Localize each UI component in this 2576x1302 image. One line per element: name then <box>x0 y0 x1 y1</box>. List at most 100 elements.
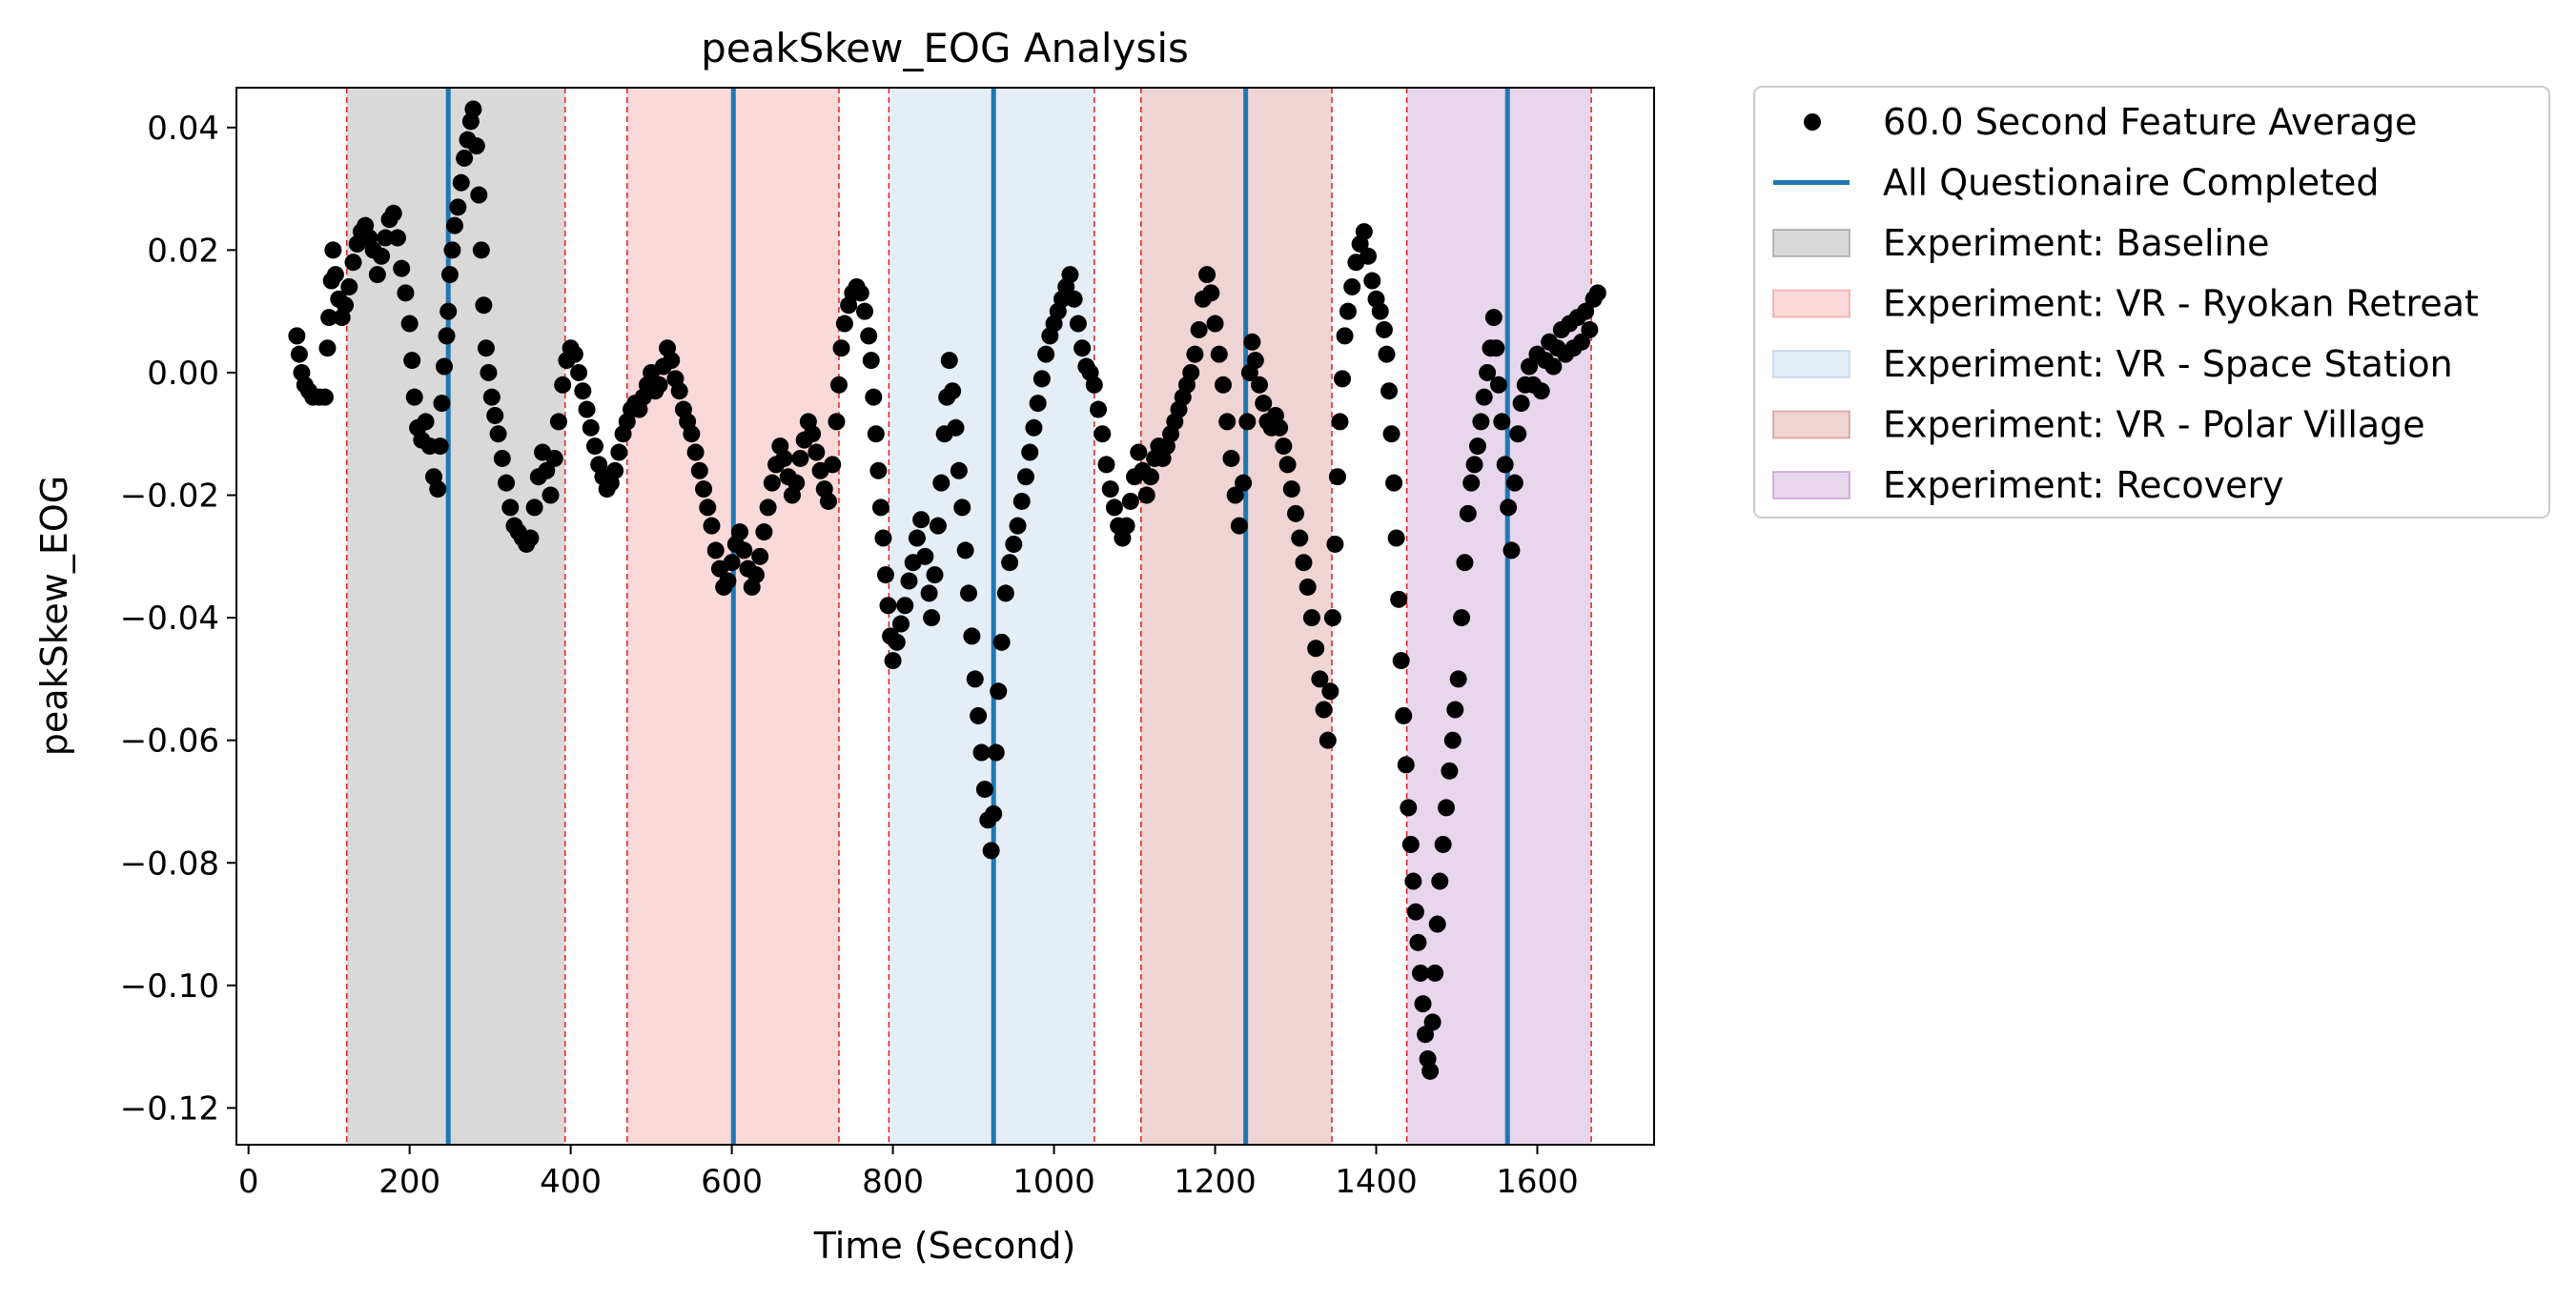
data-point <box>1343 277 1361 295</box>
data-point <box>1390 590 1408 608</box>
plot-frame <box>235 87 1655 1146</box>
data-point <box>1085 376 1103 394</box>
questionnaire-lines <box>445 88 1510 1145</box>
data-point <box>1509 425 1527 443</box>
y-axis-ticks: 0.04 0.02 0.00 −0.02 −0.04 −0.06 −0.08 −0.10 −0.… <box>120 110 236 1128</box>
legend-label: Experiment: VR - Ryokan Retreat <box>1883 283 2479 325</box>
data-point <box>1190 320 1208 338</box>
data-point <box>318 339 337 357</box>
data-point <box>963 627 981 645</box>
data-point <box>926 566 944 584</box>
data-point <box>1505 474 1523 492</box>
data-point <box>368 266 386 284</box>
legend-label: Experiment: VR - Space Station <box>1883 343 2453 385</box>
data-point <box>610 443 628 461</box>
data-point <box>1493 413 1511 431</box>
data-point <box>288 327 306 345</box>
data-point <box>470 186 488 204</box>
y-tick-label: 0.02 <box>147 232 219 270</box>
data-point <box>1021 443 1039 461</box>
data-point <box>1375 320 1393 338</box>
data-point <box>1484 309 1503 327</box>
data-point <box>1061 266 1079 284</box>
data-point <box>1137 486 1155 504</box>
data-point <box>1363 272 1381 290</box>
data-point <box>987 743 1005 762</box>
data-point <box>1321 682 1339 701</box>
data-point <box>824 456 842 474</box>
data-point <box>1443 731 1462 749</box>
legend-marker-patch <box>1772 229 1850 257</box>
data-point <box>832 339 850 357</box>
data-point <box>1282 480 1300 498</box>
data-point <box>1468 437 1486 456</box>
data-point <box>1097 456 1115 474</box>
data-point <box>1275 437 1293 456</box>
legend-marker-patch <box>1772 410 1850 439</box>
data-point <box>501 498 520 517</box>
data-point <box>482 388 501 406</box>
data-point <box>1544 357 1563 376</box>
data-point <box>1400 799 1418 817</box>
data-point <box>290 345 308 363</box>
data-point <box>670 382 688 400</box>
data-point <box>1334 370 1352 388</box>
data-point <box>486 406 504 424</box>
data-point <box>1251 376 1269 394</box>
data-point <box>1319 731 1337 749</box>
data-point <box>862 352 880 370</box>
data-point <box>932 474 951 492</box>
data-point <box>856 302 874 320</box>
data-point <box>438 327 456 345</box>
data-point <box>1121 492 1139 510</box>
data-point <box>1512 395 1530 413</box>
data-point <box>431 437 449 456</box>
data-point <box>982 842 1000 860</box>
data-point <box>1117 517 1135 535</box>
data-point <box>1572 333 1590 351</box>
y-tick-label: −0.08 <box>120 844 219 883</box>
data-point <box>1392 652 1410 670</box>
data-point <box>435 357 453 376</box>
data-point <box>819 492 837 510</box>
x-tick-label: 200 <box>378 1163 440 1201</box>
data-point <box>1409 933 1427 951</box>
y-tick-label: −0.06 <box>120 722 219 761</box>
data-point <box>1130 443 1148 461</box>
data-point <box>874 529 892 547</box>
data-point <box>804 425 822 443</box>
x-axis-label: Time (Second) <box>813 1225 1076 1267</box>
y-tick-label: −0.10 <box>120 967 219 1006</box>
data-point <box>944 382 962 400</box>
data-point <box>574 382 592 400</box>
data-point <box>578 400 596 418</box>
data-point <box>1428 915 1446 933</box>
data-point <box>775 449 793 467</box>
data-point <box>320 309 338 327</box>
data-point <box>920 584 938 602</box>
data-point <box>719 572 737 590</box>
data-point <box>340 277 358 295</box>
x-tick-label: 800 <box>862 1163 924 1201</box>
data-point <box>1012 492 1031 510</box>
data-point <box>1246 352 1264 370</box>
data-point <box>1222 449 1240 467</box>
data-point <box>521 529 540 547</box>
data-point <box>1360 247 1378 265</box>
data-point <box>582 418 600 437</box>
data-point <box>337 296 355 315</box>
data-point <box>759 498 777 517</box>
data-point <box>735 541 753 559</box>
data-point <box>966 670 984 688</box>
data-point <box>1532 382 1550 400</box>
data-point <box>1218 413 1237 431</box>
data-point <box>493 449 511 467</box>
data-point <box>1355 223 1373 241</box>
data-point <box>1037 345 1055 363</box>
data-point <box>1271 418 1289 437</box>
x-tick-label: 400 <box>540 1163 602 1201</box>
data-point <box>456 149 474 167</box>
data-point <box>565 345 583 363</box>
data-point <box>1456 554 1474 572</box>
